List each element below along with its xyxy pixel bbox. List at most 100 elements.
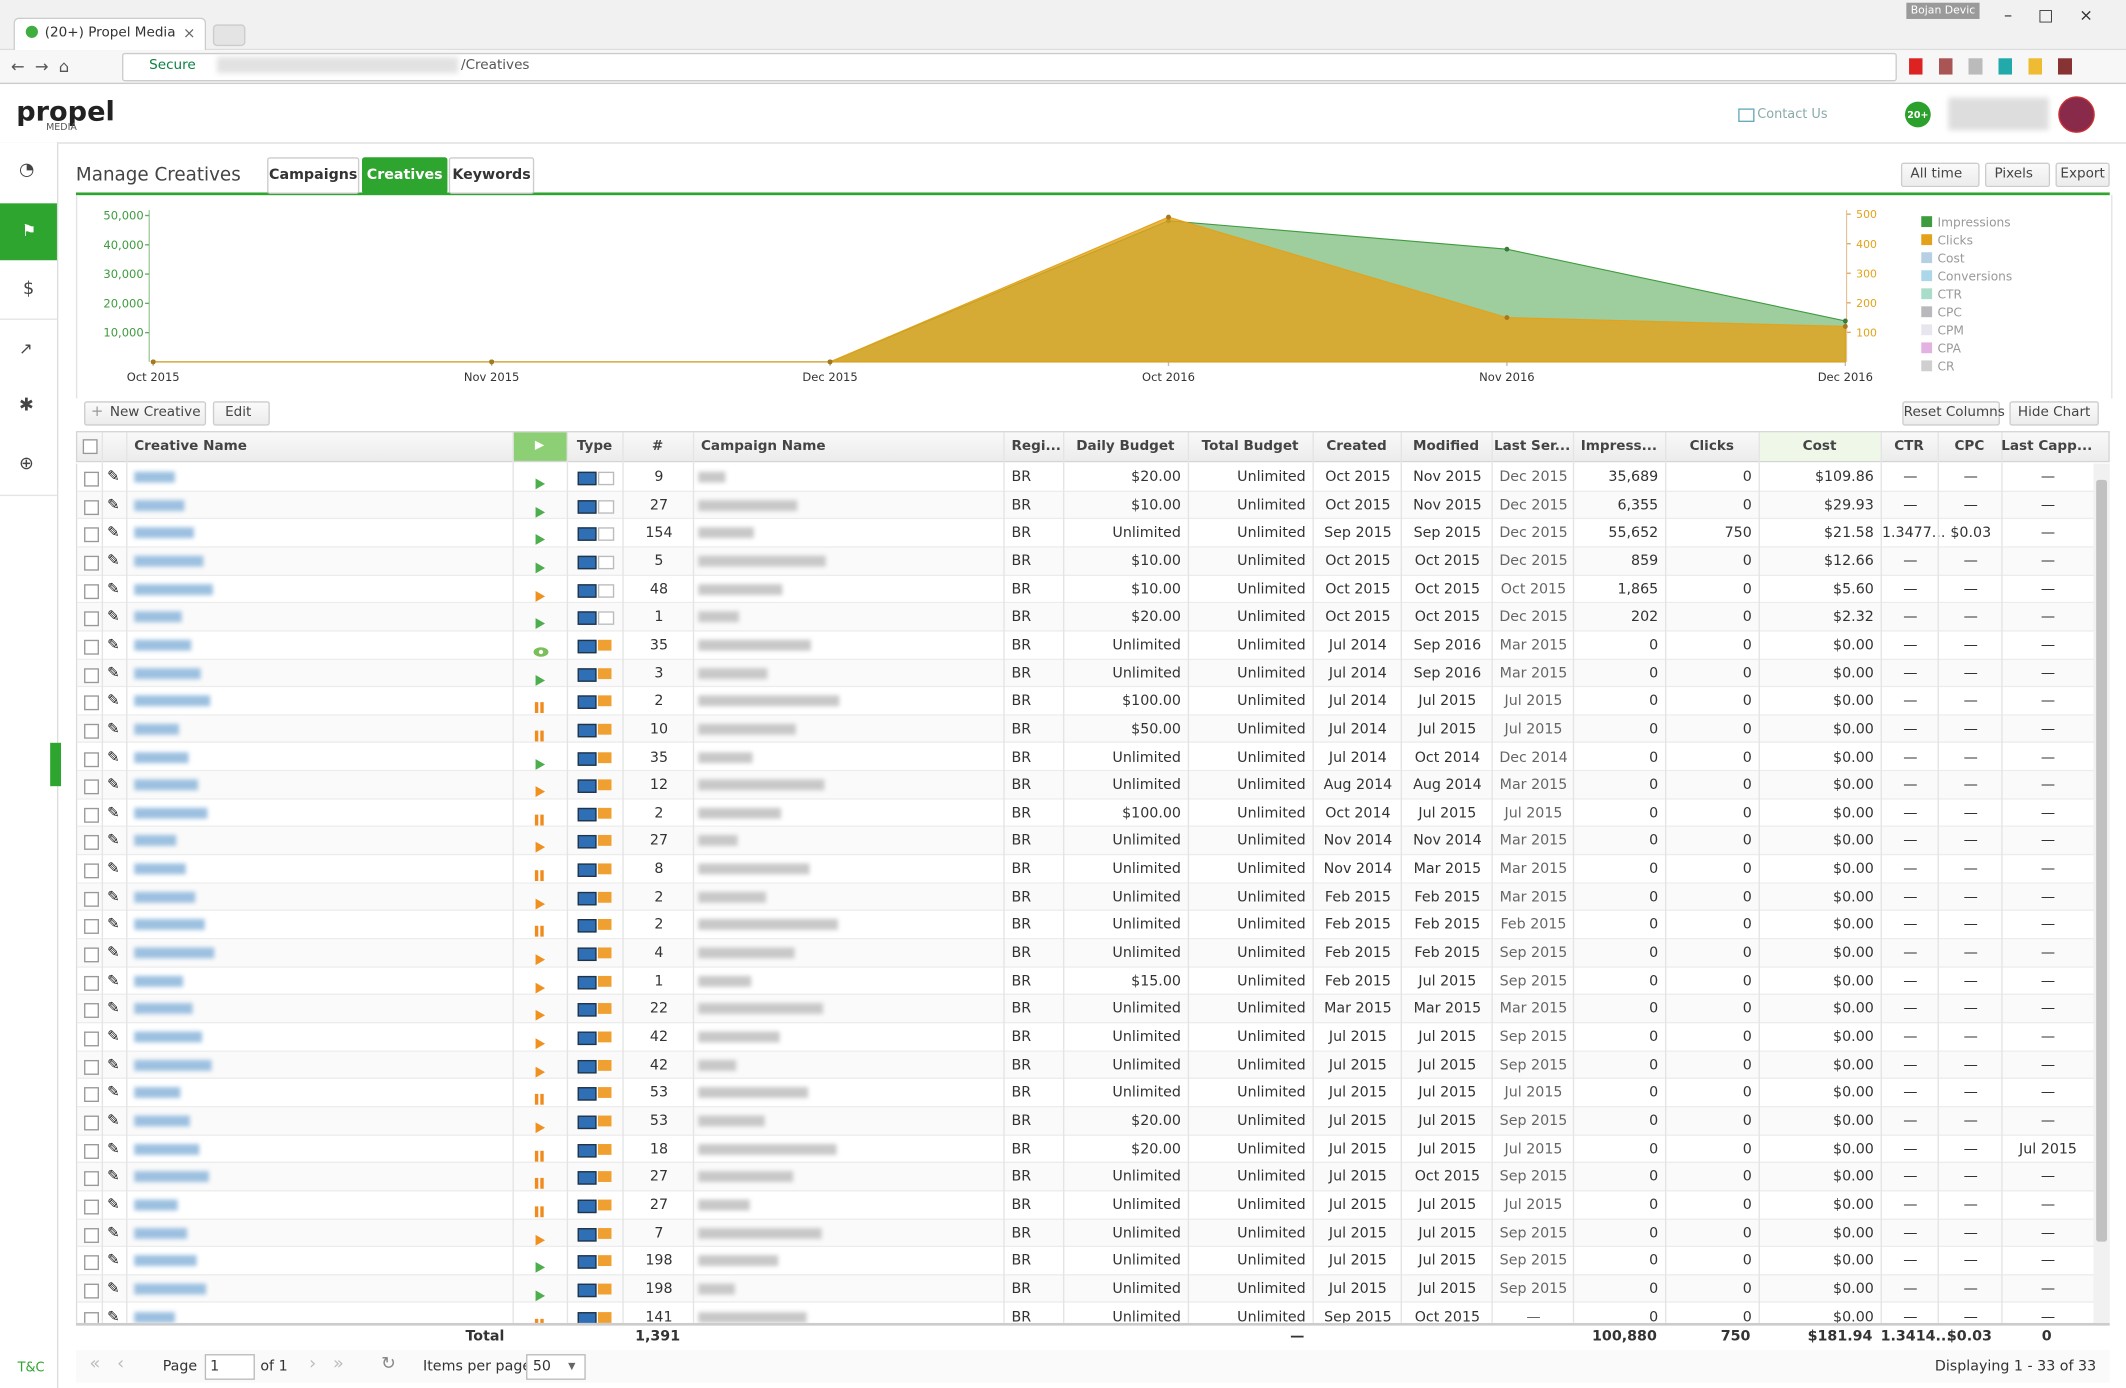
row-checkbox[interactable] [84,751,99,767]
refresh[interactable]: ↻ [380,1354,396,1375]
sidebar-active[interactable] [0,203,57,261]
table-row[interactable]: ✎ 2 BR Unlimited Unlimited Feb 2015 Feb 2015 Fe… [77,911,2095,940]
column-header[interactable]: Cost [1802,439,1837,455]
column-header[interactable]: Last Ser... [1493,439,1571,455]
status-icon[interactable] [533,666,549,686]
campaign-name-blurred[interactable] [698,667,768,679]
table-row[interactable]: ✎ 42 BR Unlimited Unlimited Jul 2015 Jul 2015 S… [77,1051,2095,1080]
status-icon[interactable] [533,1114,549,1134]
campaign-name-blurred[interactable] [698,891,767,903]
edit-icon[interactable]: ✎ [107,915,120,934]
campaign-name-blurred[interactable] [698,1283,735,1295]
table-row[interactable]: ✎ 1 BR $15.00 Unlimited Feb 2015 Jul 2015 Sep 2… [77,967,2095,996]
table-row[interactable]: ✎ 35 BR Unlimited Unlimited Jul 2014 Sep 2016 M… [77,631,2095,660]
nav-buttons[interactable]: ← → ⌂ [10,56,70,76]
row-checkbox[interactable] [84,1199,99,1215]
toolbar-button[interactable]: New Creative [84,401,207,426]
table-row[interactable]: ✎ 5 BR $10.00 Unlimited Oct 2015 Oct 2015 Dec 2… [77,547,2095,576]
edit-icon[interactable]: ✎ [107,1279,120,1297]
creative-name-blurred[interactable] [134,863,186,875]
status-icon[interactable] [533,806,549,826]
table-row[interactable]: ✎ 53 BR $20.00 Unlimited Jul 2015 Jul 2015 Sep … [77,1107,2095,1136]
table-row[interactable]: ✎ 154 BR Unlimited Unlimited Sep 2015 Sep 2015… [77,519,2095,548]
creative-name-blurred[interactable] [134,1143,200,1155]
creative-name-blurred[interactable] [134,1115,190,1127]
row-checkbox[interactable] [84,583,99,599]
table-row[interactable]: ✎ 48 BR $10.00 Unlimited Oct 2015 Oct 2015 Oct … [77,575,2095,604]
row-checkbox[interactable] [84,499,99,515]
campaign-name-blurred[interactable] [698,1143,837,1155]
row-checkbox[interactable] [84,639,99,655]
creative-name-blurred[interactable] [134,471,175,483]
edit-icon[interactable]: ✎ [107,495,120,514]
row-checkbox[interactable] [84,835,99,851]
creative-name-blurred[interactable] [134,919,205,931]
campaign-name-blurred[interactable] [698,975,752,987]
edit-icon[interactable]: ✎ [107,523,120,542]
creative-name-blurred[interactable] [134,1059,212,1071]
table-row[interactable]: ✎ 18 BR $20.00 Unlimited Jul 2015 Jul 2015 Jul … [77,1135,2095,1164]
select-all[interactable] [82,439,98,455]
nav-reports[interactable]: ↗ [18,338,33,358]
status-icon[interactable] [533,610,549,630]
table-row[interactable]: ✎ 9 BR $20.00 Unlimited Oct 2015 Nov 2015 Dec 2… [77,463,2095,492]
row-checkbox[interactable] [84,1003,99,1019]
extensions[interactable] [1909,58,2086,75]
status-icon[interactable] [533,554,549,574]
column-header[interactable]: CTR [1894,439,1924,455]
column-header[interactable]: Creative Name [134,439,247,455]
campaign-name-blurred[interactable] [698,499,798,511]
row-checkbox[interactable] [84,527,99,543]
status-icon[interactable] [533,1310,549,1323]
column-header[interactable]: Campaign Name [700,439,826,455]
campaign-name-blurred[interactable] [698,1031,780,1043]
pager-next-last[interactable]: › » [309,1354,344,1375]
row-checkbox[interactable] [84,863,99,879]
creative-name-blurred[interactable] [134,611,182,623]
nav-support[interactable]: ⊕ [18,454,34,475]
edit-icon[interactable]: ✎ [107,1139,120,1158]
header-control[interactable]: All time [1900,162,1980,188]
row-checkbox[interactable] [84,1115,99,1131]
toolbar-button[interactable]: Hide Chart [2009,401,2099,426]
edit-icon[interactable]: ✎ [107,859,120,878]
tab-close[interactable]: × [183,24,196,43]
row-checkbox[interactable] [84,555,99,571]
table-row[interactable]: ✎ 22 BR Unlimited Unlimited Mar 2015 Mar 2015 M… [77,995,2095,1024]
column-header[interactable]: Impress... [1580,439,1658,455]
nav-campaigns[interactable]: ⚑ [21,220,37,240]
campaign-name-blurred[interactable] [698,639,811,651]
status-icon[interactable] [533,582,549,602]
column-header[interactable]: Total Budget [1201,439,1299,455]
edit-icon[interactable]: ✎ [107,1027,120,1046]
creative-name-blurred[interactable] [134,1283,207,1295]
row-checkbox[interactable] [84,1171,99,1187]
status-icon[interactable] [533,638,549,657]
column-header[interactable]: Type [576,439,613,455]
campaign-name-blurred[interactable] [698,1199,750,1211]
campaign-name-blurred[interactable] [698,807,781,819]
row-checkbox[interactable] [84,723,99,739]
table-row[interactable]: ✎ 35 BR Unlimited Unlimited Jul 2014 Oct 2014 D… [77,743,2095,772]
row-checkbox[interactable] [84,779,99,795]
status-icon[interactable] [533,1170,549,1190]
edit-icon[interactable]: ✎ [107,1195,120,1213]
status-icon[interactable] [533,946,549,966]
table-row[interactable]: ✎ 1 BR $20.00 Unlimited Oct 2015 Oct 2015 Dec 2… [77,603,2095,632]
row-checkbox[interactable] [84,1283,99,1299]
edit-icon[interactable]: ✎ [107,1223,120,1241]
edit-icon[interactable]: ✎ [107,1307,120,1323]
campaign-name-blurred[interactable] [698,751,753,763]
sidebar-toggle[interactable] [50,742,62,787]
campaign-name-blurred[interactable] [698,471,726,483]
status-icon[interactable] [533,1086,549,1106]
notification-badge[interactable] [1904,101,1931,128]
nav-dashboard[interactable]: ◔ [18,159,35,181]
edit-icon[interactable]: ✎ [107,607,120,626]
table-row[interactable]: ✎ 10 BR $50.00 Unlimited Jul 2014 Jul 2015 Jul … [77,715,2095,744]
nav-billing[interactable]: $ [23,279,35,300]
row-checkbox[interactable] [84,695,99,711]
edit-icon[interactable]: ✎ [107,635,120,654]
creative-name-blurred[interactable] [134,1171,209,1183]
window-controls[interactable]: – □ × [2003,5,2093,25]
